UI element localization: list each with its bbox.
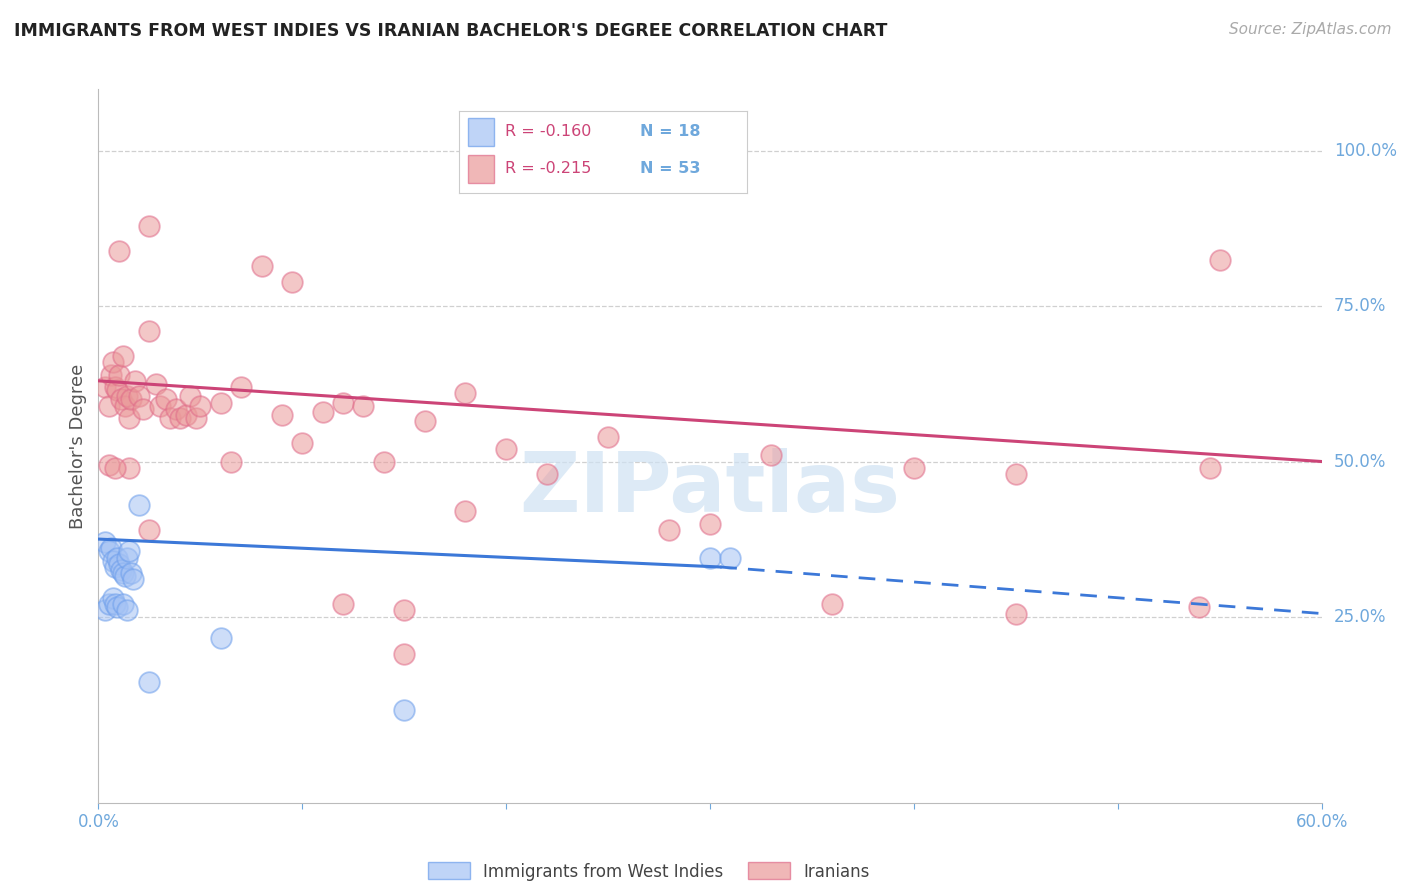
Point (105, 600, 128, 615)
Point (392, 647, 416, 661)
Point (105, 383, 128, 397)
Legend: Immigrants from West Indies, Iranians: Immigrants from West Indies, Iranians (422, 855, 876, 888)
Text: 25.0%: 25.0% (1334, 607, 1386, 625)
Text: 100.0%: 100.0% (1334, 142, 1398, 161)
Point (97, 399, 120, 413)
Point (332, 597, 354, 611)
Point (104, 597, 127, 611)
Point (1004, 607, 1026, 621)
Point (114, 569, 136, 583)
Point (120, 566, 142, 581)
Point (188, 399, 212, 413)
Point (270, 408, 294, 422)
Point (312, 405, 335, 419)
Text: 50.0%: 50.0% (1334, 452, 1386, 470)
Point (111, 566, 134, 581)
Point (179, 389, 201, 403)
Point (108, 368, 131, 382)
Point (761, 448, 783, 462)
Point (101, 591, 124, 605)
Point (138, 523, 160, 537)
Point (718, 550, 742, 565)
Point (118, 460, 141, 475)
Text: ZIPatlas: ZIPatlas (520, 449, 900, 529)
Point (155, 392, 177, 407)
Point (111, 349, 134, 363)
Point (209, 632, 232, 646)
Point (114, 399, 136, 413)
Point (536, 467, 558, 481)
Point (124, 374, 146, 388)
Point (105, 550, 128, 565)
Point (352, 399, 374, 413)
Point (1198, 460, 1220, 475)
Point (100, 368, 122, 382)
Point (1209, 252, 1232, 267)
Point (138, 219, 160, 233)
Point (699, 550, 721, 565)
Point (658, 523, 681, 537)
Point (209, 395, 232, 409)
Point (219, 454, 242, 468)
Point (138, 674, 160, 689)
Point (115, 550, 138, 565)
Point (903, 460, 925, 475)
Y-axis label: Bachelor's Degree: Bachelor's Degree (69, 363, 87, 529)
Point (128, 498, 150, 512)
Point (149, 399, 172, 413)
Point (373, 454, 395, 468)
Text: IMMIGRANTS FROM WEST INDIES VS IRANIAN BACHELOR'S DEGREE CORRELATION CHART: IMMIGRANTS FROM WEST INDIES VS IRANIAN B… (14, 22, 887, 40)
Point (122, 573, 145, 587)
Point (108, 557, 131, 571)
Point (145, 376, 167, 391)
Point (699, 516, 721, 531)
Text: 75.0%: 75.0% (1334, 297, 1386, 316)
Point (186, 411, 208, 425)
Point (598, 430, 620, 444)
Point (413, 414, 436, 428)
Point (118, 544, 141, 558)
Point (101, 554, 124, 568)
Point (97, 458, 120, 472)
Point (291, 436, 314, 450)
Point (454, 386, 477, 401)
Point (108, 244, 131, 258)
Point (118, 411, 141, 425)
Point (93, 535, 115, 549)
Point (495, 442, 517, 456)
Point (392, 603, 416, 617)
Point (111, 597, 134, 611)
Point (231, 380, 253, 394)
Point (104, 380, 127, 394)
Point (165, 401, 187, 416)
Point (281, 275, 304, 289)
Point (454, 504, 477, 518)
Point (110, 392, 132, 407)
Point (110, 563, 132, 577)
Point (138, 324, 160, 338)
Point (392, 703, 416, 717)
Point (120, 392, 142, 407)
Point (132, 401, 155, 416)
Point (1188, 600, 1211, 615)
Point (128, 389, 150, 403)
Point (821, 597, 844, 611)
Point (93, 380, 115, 394)
Point (100, 541, 122, 556)
Point (1004, 467, 1026, 481)
Point (169, 411, 191, 425)
Point (97, 597, 120, 611)
Point (104, 460, 127, 475)
Point (174, 408, 197, 422)
Point (115, 603, 138, 617)
Point (332, 395, 354, 409)
Point (104, 560, 127, 574)
Text: Source: ZipAtlas.com: Source: ZipAtlas.com (1229, 22, 1392, 37)
Point (97, 544, 120, 558)
Point (250, 259, 273, 273)
Point (93, 603, 115, 617)
Point (101, 355, 124, 369)
Point (159, 411, 181, 425)
Point (115, 389, 138, 403)
